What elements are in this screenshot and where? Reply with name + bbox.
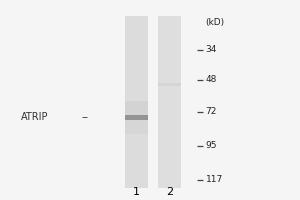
Text: (kD): (kD) <box>206 18 225 26</box>
Bar <box>125 115 148 120</box>
Text: 2: 2 <box>166 187 173 197</box>
Text: 1: 1 <box>133 187 140 197</box>
Bar <box>158 16 181 188</box>
Bar <box>125 120 148 134</box>
Text: 117: 117 <box>206 176 223 184</box>
Bar <box>125 101 148 115</box>
Bar <box>158 83 181 86</box>
Text: ATRIP: ATRIP <box>20 112 48 122</box>
Text: 34: 34 <box>206 46 217 54</box>
Text: 48: 48 <box>206 75 217 84</box>
Text: 72: 72 <box>206 108 217 116</box>
Bar <box>125 16 148 188</box>
Text: --: -- <box>82 112 89 122</box>
Text: 95: 95 <box>206 142 217 150</box>
